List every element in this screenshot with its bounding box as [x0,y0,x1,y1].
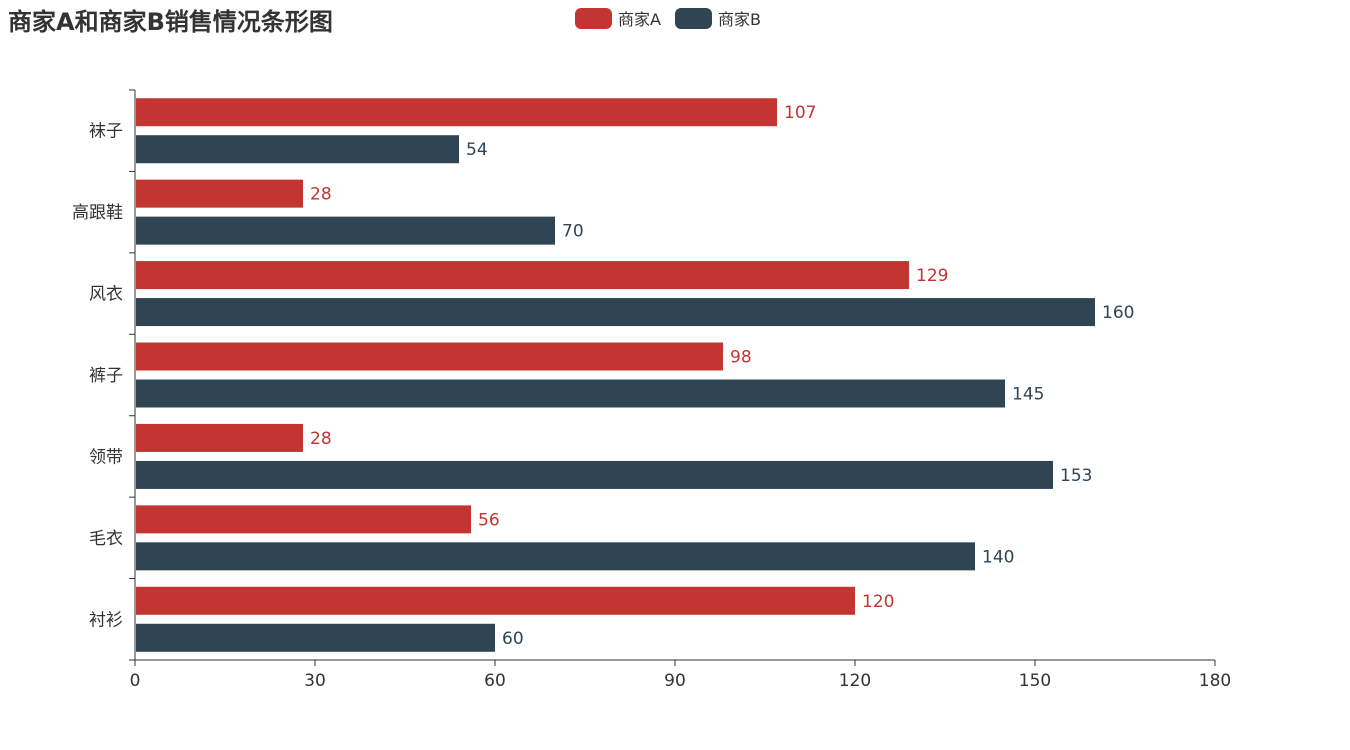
data-label-series-b: 70 [562,222,584,242]
x-tick-label: 150 [1019,671,1051,691]
y-tick-label: 袜子 [89,122,123,142]
legend-label-series-a: 商家A [618,10,661,29]
data-label-series-a: 28 [310,185,332,205]
x-tick-label: 30 [304,671,326,691]
bar-series-b [136,298,1095,327]
bar-series-a [136,505,471,534]
bar-series-a [136,179,303,208]
data-label-series-b: 160 [1102,303,1134,323]
bar-series-a [136,98,777,127]
bar-series-b [136,379,1005,408]
y-tick-label: 裤子 [89,366,123,386]
bar-series-b [136,542,975,571]
data-label-series-b: 140 [982,547,1014,567]
bar-series-a [136,342,723,371]
legend-swatch-series-b [674,7,712,29]
bar-series-b [136,460,1053,489]
legend-item-series-b[interactable]: 商家B [674,6,761,30]
bar-series-a [136,586,855,615]
legend-swatch-series-a [575,7,612,29]
bar-series-b [136,623,495,652]
y-tick-label: 衬衫 [89,610,123,630]
data-label-series-a: 56 [478,510,500,530]
bar-series-b [136,216,555,245]
x-tick-label: 0 [130,671,141,691]
data-label-series-b: 54 [466,140,488,160]
x-tick-label: 180 [1199,671,1231,691]
x-tick-label: 60 [484,671,506,691]
legend-item-series-a[interactable]: 商家A [575,6,661,30]
y-tick-label: 风衣 [89,285,123,305]
data-label-series-a: 28 [310,429,332,449]
bar-series-a [136,261,909,290]
data-label-series-b: 153 [1060,466,1092,486]
data-label-series-a: 107 [784,103,816,123]
y-tick-label: 领带 [89,447,123,467]
data-label-series-a: 98 [730,348,752,368]
y-tick-label: 毛衣 [89,529,123,549]
bar-series-b [136,135,459,164]
data-label-series-a: 129 [916,266,948,286]
y-tick-label: 高跟鞋 [72,203,123,223]
chart-title: 商家A和商家B销售情况条形图 [8,8,333,36]
bar-series-a [136,423,303,452]
x-tick-label: 120 [839,671,871,691]
data-label-series-a: 120 [862,592,894,612]
data-label-series-b: 145 [1012,385,1044,405]
legend: 商家A 商家B [575,6,775,30]
data-label-series-b: 60 [502,629,524,649]
x-tick-label: 90 [664,671,686,691]
legend-label-series-b: 商家B [717,10,761,29]
